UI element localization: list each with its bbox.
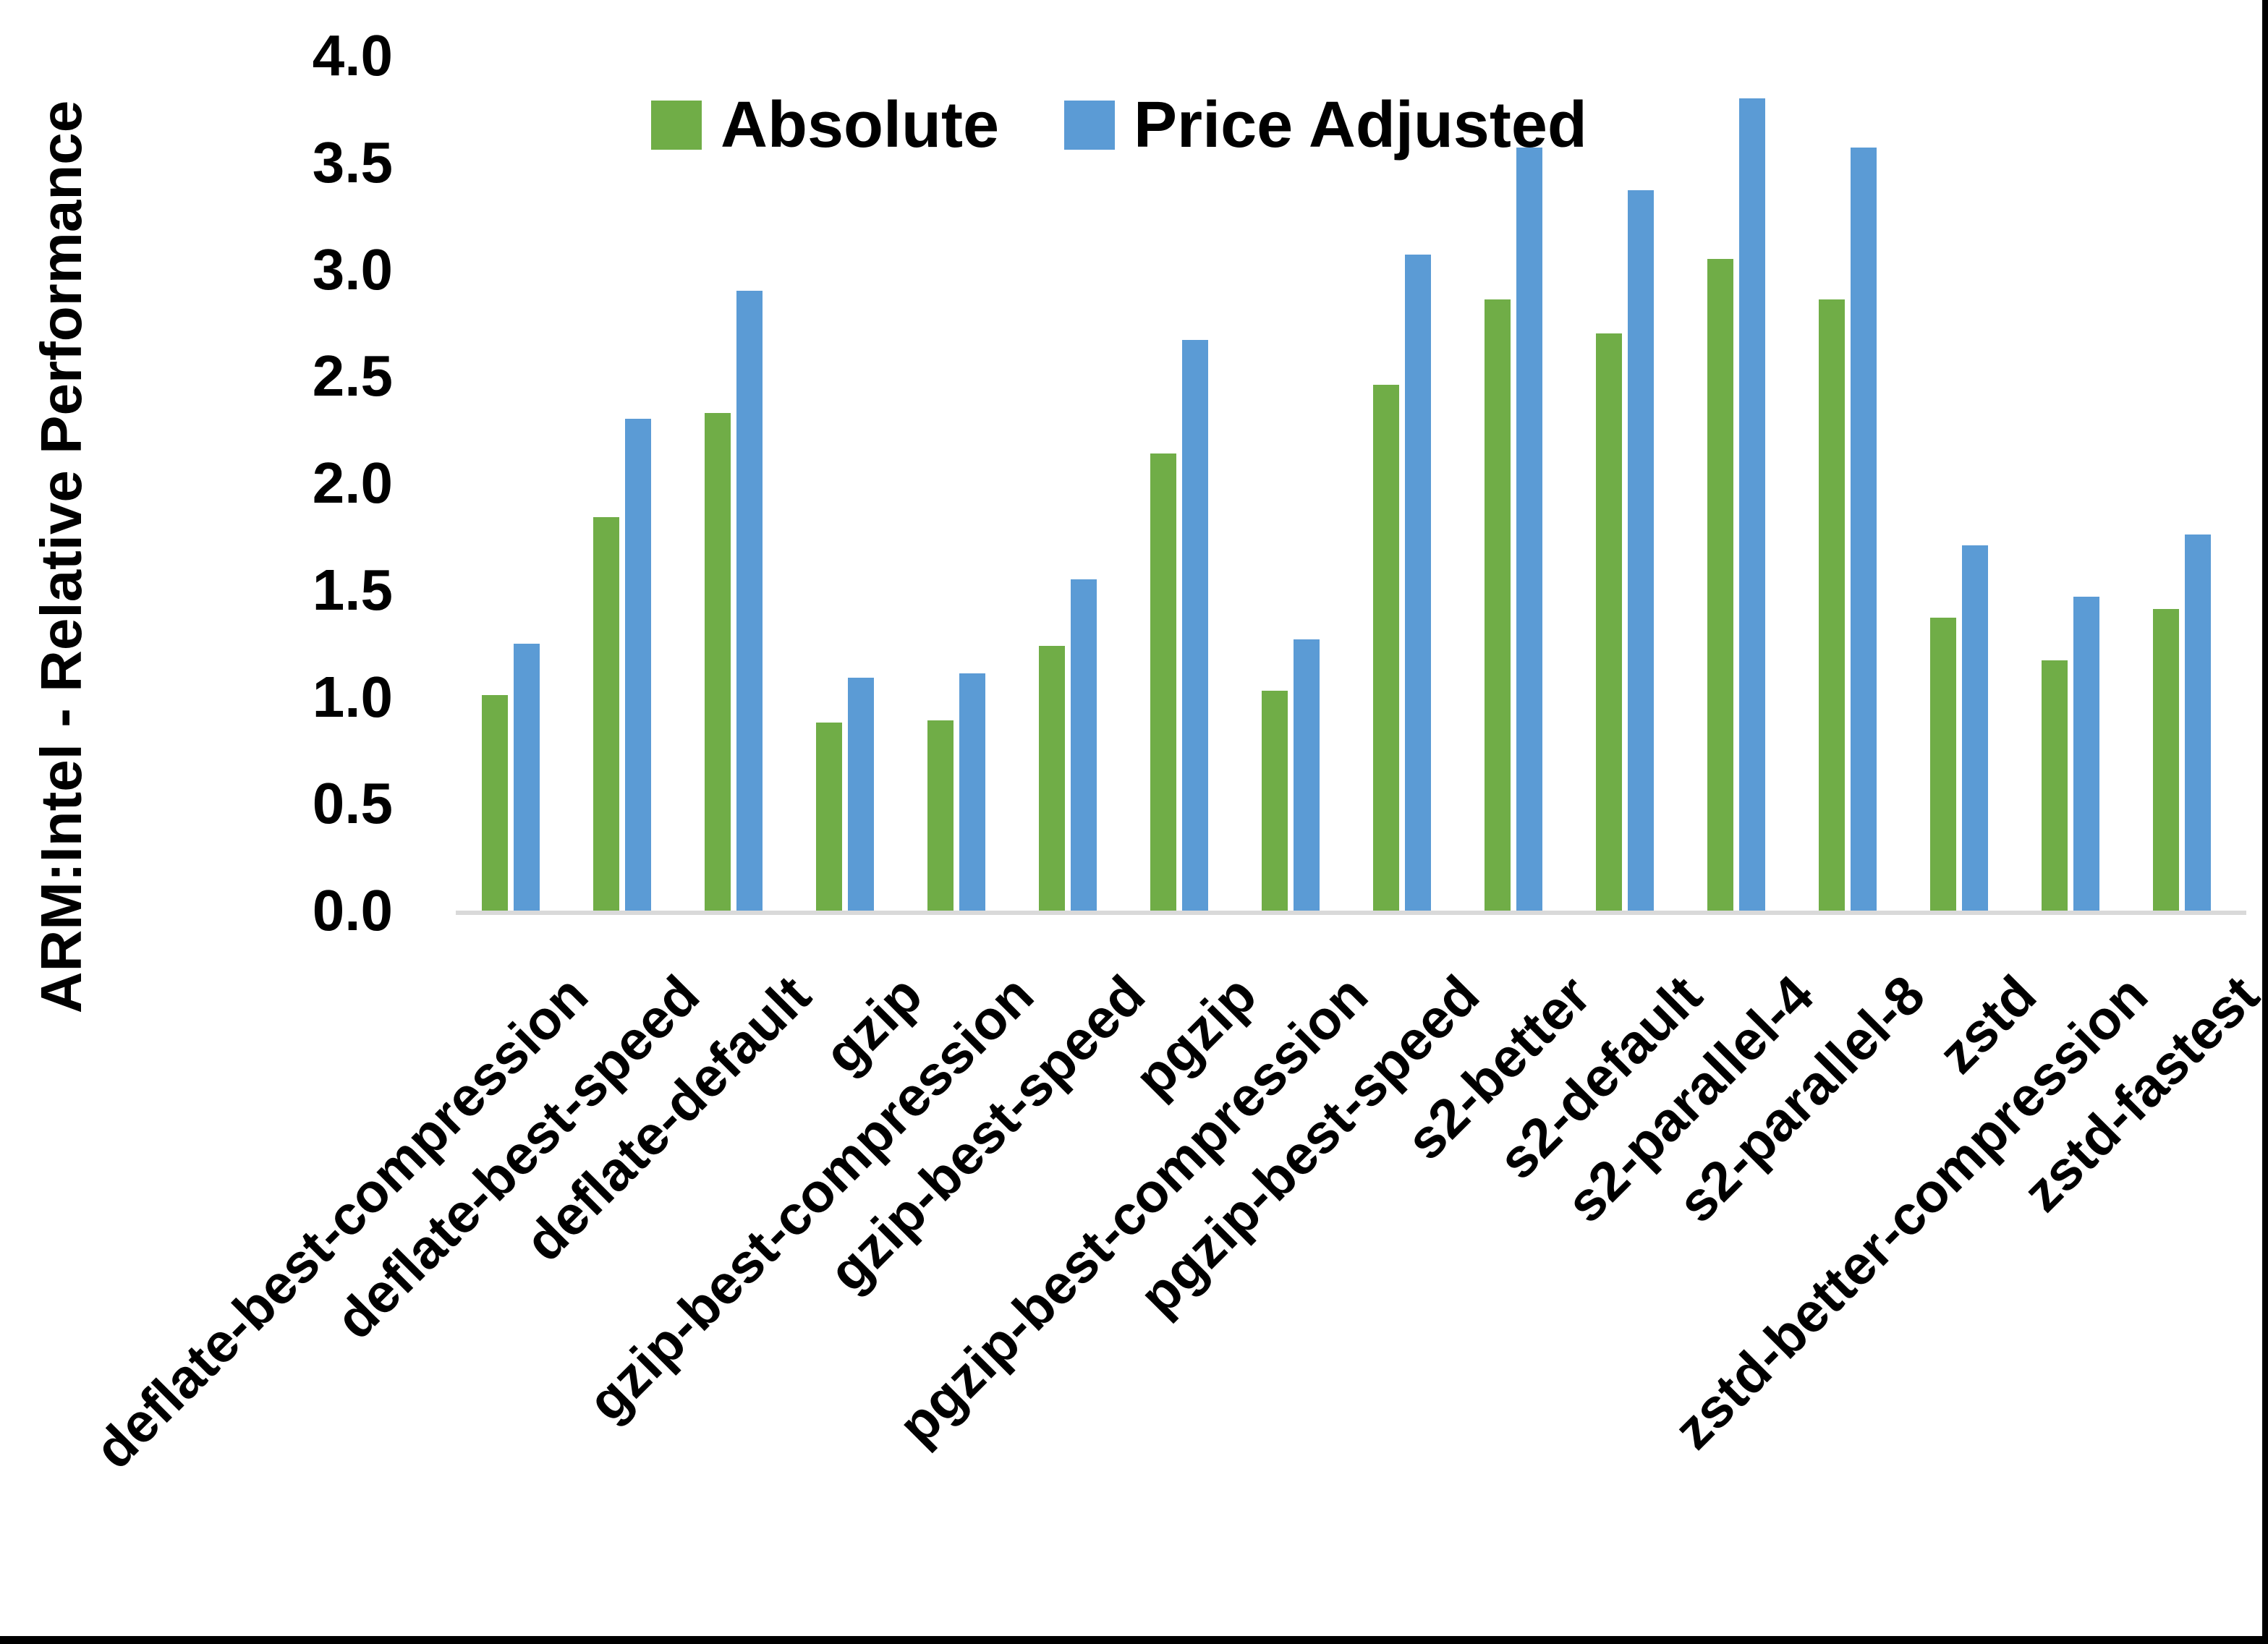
image-border-right — [2262, 0, 2268, 1644]
bar-price-adjusted — [959, 673, 985, 911]
y-tick-label: 4.0 — [312, 23, 393, 88]
bar-absolute — [816, 722, 842, 911]
bar-absolute — [2153, 609, 2179, 911]
bar-price-adjusted — [625, 419, 651, 911]
plot-area — [456, 56, 2246, 915]
bar-absolute — [482, 694, 508, 911]
bar-absolute — [1707, 258, 1733, 911]
y-tick-label: 3.5 — [312, 129, 393, 195]
bar-absolute — [1150, 453, 1176, 911]
bar-price-adjusted — [848, 677, 874, 911]
bar-price-adjusted — [1405, 254, 1431, 911]
bar-price-adjusted — [514, 643, 540, 911]
bar-absolute — [1485, 299, 1511, 911]
legend: Absolute Price Adjusted — [651, 93, 1587, 158]
bar-absolute — [2042, 660, 2068, 911]
bar-price-adjusted — [1516, 148, 1542, 911]
bar-absolute — [1039, 645, 1065, 911]
bar-price-adjusted — [2073, 596, 2099, 911]
bar-absolute — [1930, 618, 1956, 911]
bar-price-adjusted — [1628, 190, 1654, 911]
bar-price-adjusted — [1071, 579, 1097, 911]
legend-swatch-price-adjusted — [1064, 101, 1116, 150]
bar-absolute — [1262, 690, 1288, 911]
bar-absolute — [593, 517, 619, 911]
legend-item-absolute: Absolute — [651, 93, 999, 158]
bar-absolute — [1596, 333, 1622, 911]
bar-price-adjusted — [2185, 534, 2211, 911]
bar-price-adjusted — [1294, 639, 1320, 911]
image-border-bottom — [0, 1636, 2268, 1644]
y-tick-label: 0.0 — [312, 878, 393, 942]
bar-price-adjusted — [1851, 148, 1877, 911]
y-tick-label: 0.5 — [312, 771, 393, 836]
y-tick-label: 1.5 — [312, 557, 393, 622]
bar-price-adjusted — [1962, 545, 1988, 911]
bar-absolute — [1373, 385, 1399, 911]
y-tick-label: 2.5 — [312, 344, 393, 409]
bar-price-adjusted — [736, 291, 763, 911]
bar-absolute — [1819, 299, 1845, 911]
y-tick-label: 1.0 — [312, 664, 393, 729]
legend-label-absolute: Absolute — [721, 89, 1000, 161]
y-tick-label: 3.0 — [312, 237, 393, 302]
bar-price-adjusted — [1739, 98, 1765, 911]
legend-swatch-absolute — [651, 101, 702, 150]
bar-absolute — [705, 412, 731, 911]
y-tick-label: 2.0 — [312, 451, 393, 515]
legend-item-price-adjusted: Price Adjusted — [1064, 93, 1587, 158]
bar-absolute — [927, 720, 954, 911]
legend-label-price-adjusted: Price Adjusted — [1134, 89, 1587, 161]
bar-price-adjusted — [1182, 340, 1208, 911]
